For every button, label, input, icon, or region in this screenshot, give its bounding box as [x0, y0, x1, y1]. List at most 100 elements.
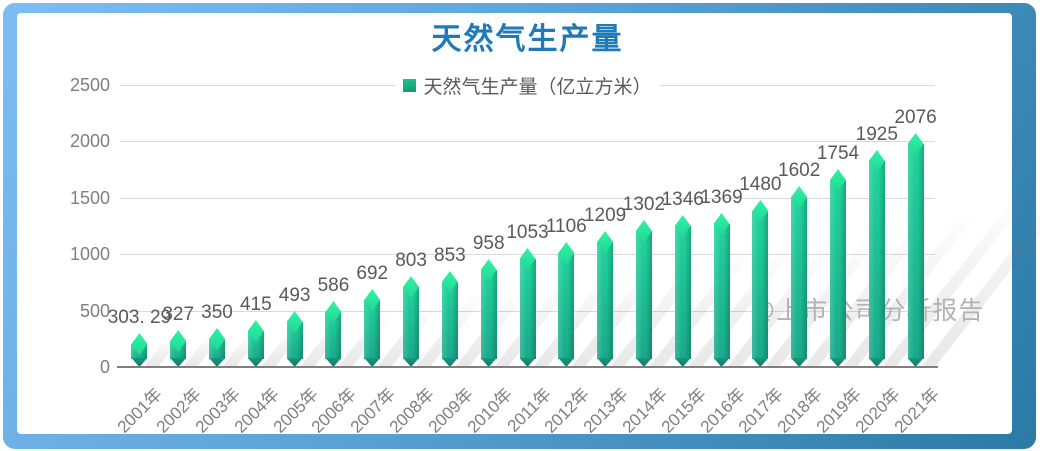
bar-cap — [364, 289, 381, 311]
bar-body — [868, 161, 885, 359]
bar-cap — [829, 169, 846, 191]
bar-body — [713, 224, 730, 359]
bar-tip — [286, 358, 303, 367]
bar-2005年 — [286, 311, 303, 367]
bar-tip — [480, 358, 497, 367]
bar-2009年 — [441, 271, 458, 367]
bar-tip — [907, 358, 924, 367]
value-label-2017年: 1480 — [739, 174, 782, 195]
bar-body — [403, 287, 420, 359]
bar-2006年 — [325, 301, 342, 367]
bar-body — [674, 226, 691, 359]
bar-shadow — [881, 193, 1032, 367]
bar-2002年 — [170, 330, 187, 367]
bar-body — [558, 253, 575, 359]
value-label-2020年: 1925 — [855, 124, 898, 145]
bar-body — [829, 180, 846, 359]
bar-cap — [713, 213, 730, 235]
value-label-2004年: 415 — [239, 294, 272, 315]
x-axis-labels: 2001年 2002年 2003年 2004年 2005年 2006年 2007年 2008年… — [114, 373, 942, 437]
bar-cap — [170, 330, 187, 352]
value-label-2010年: 958 — [472, 233, 505, 254]
bar-cap — [791, 186, 808, 208]
value-label-2021年: 2076 — [894, 107, 937, 128]
bar-body — [247, 331, 264, 359]
bar-tip — [713, 358, 730, 367]
value-label-2003年: 350 — [201, 302, 233, 323]
value-label-2016年: 1369 — [700, 187, 743, 208]
value-label-2008年: 803 — [395, 250, 427, 271]
bar-body — [325, 312, 342, 359]
bar-2017年 — [752, 200, 769, 367]
bar-tip — [791, 358, 808, 367]
bar-body — [907, 144, 924, 359]
watermark: @上市公司分析报告 — [750, 297, 985, 325]
bar-tip — [441, 358, 458, 367]
bar-cap — [674, 215, 691, 237]
bar-cap — [752, 200, 769, 222]
value-label-2013年: 1209 — [583, 205, 627, 226]
bar-cap — [868, 150, 885, 172]
bar-cap — [131, 333, 148, 355]
bar-2021年 — [907, 133, 924, 367]
bar-tip — [209, 358, 226, 367]
bar-2018年 — [791, 186, 808, 367]
bar-cap — [247, 320, 264, 342]
bar-2013年 — [597, 231, 614, 367]
value-label-2007年: 692 — [356, 263, 389, 284]
bar-body — [364, 300, 381, 359]
value-label-2012年: 1106 — [545, 216, 587, 237]
value-label-2001年: 303. 29 — [107, 307, 172, 328]
bar-2003年 — [209, 328, 226, 367]
y-tick-label-2500: 2500 — [69, 75, 110, 95]
bar-tip — [635, 358, 652, 367]
value-label-2015年: 1346 — [661, 189, 704, 210]
value-label-2005年: 493 — [278, 285, 311, 306]
y-tick-label-1500: 1500 — [69, 187, 110, 208]
bar-2012年 — [558, 242, 575, 367]
bar-tip — [247, 358, 264, 367]
bar-2015年 — [674, 215, 691, 367]
bar-2020年 — [868, 150, 885, 367]
bar-body — [286, 322, 303, 359]
chart-panel: 天然气生产量 天然气生产量（亿立方米） 0 500 1000 1500 2000 2500… — [17, 13, 1040, 437]
bar-body — [441, 282, 458, 359]
bar-2007年 — [364, 289, 381, 367]
bar-tip — [558, 358, 575, 367]
bar-tip — [597, 358, 614, 367]
bar-cap — [480, 259, 497, 281]
bar-cap — [558, 242, 575, 264]
value-label-2019年: 1754 — [816, 143, 860, 164]
bar-tip — [674, 358, 691, 367]
bar-body — [752, 211, 769, 359]
bar-cap — [209, 328, 226, 350]
plot-area: @上市公司分析报告 303. 29 327 350 415 493 586 692 803 85… — [108, 85, 1040, 368]
bar-tip — [170, 358, 187, 367]
page-title: 天然气生产量 — [431, 23, 624, 56]
y-tick-label-2000: 2000 — [69, 131, 110, 152]
value-label-2018年: 1602 — [778, 160, 821, 181]
y-tick-label-0: 0 — [99, 357, 110, 377]
legend-marker-icon — [403, 78, 417, 92]
bar-body — [480, 270, 497, 359]
value-label-2014年: 1302 — [622, 194, 666, 215]
bar-tip — [829, 358, 846, 367]
bar-2004年 — [247, 320, 264, 367]
bar-cap — [325, 301, 342, 323]
bar-tip — [868, 358, 885, 367]
bar-tip — [131, 358, 148, 367]
bar-cap — [403, 276, 420, 298]
legend-entry: 天然气生产量（亿立方米） — [395, 71, 660, 99]
bar-body — [519, 259, 536, 359]
bar-tip — [752, 358, 769, 367]
decorative-frame: 天然气生产量 天然气生产量（亿立方米） 0 500 1000 1500 2000 2500… — [3, 3, 1040, 449]
bar-2011年 — [519, 248, 536, 367]
bar-cap — [907, 133, 924, 155]
bar-2001年 — [131, 333, 148, 367]
value-label-2011年: 1053 — [506, 222, 549, 243]
value-label-2006年: 586 — [317, 275, 350, 296]
legend: 天然气生产量（亿立方米） — [120, 71, 935, 99]
bar-cap — [597, 231, 614, 253]
bar-tip — [325, 358, 342, 367]
